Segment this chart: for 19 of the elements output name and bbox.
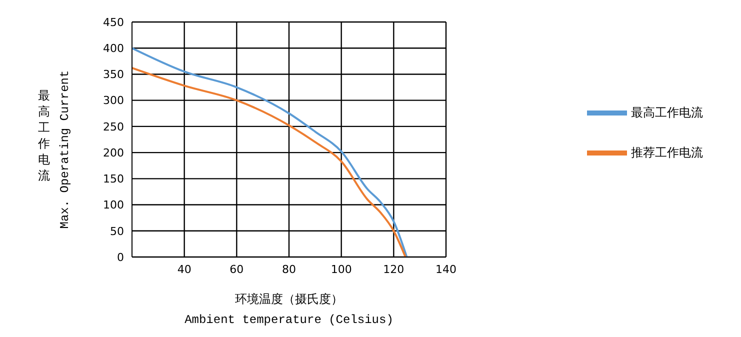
x-tick-label: 40 xyxy=(177,262,192,276)
legend-label: 最高工作电流 xyxy=(631,104,703,119)
y-tick-label: 150 xyxy=(103,172,124,186)
y-tick-label: 400 xyxy=(103,42,124,56)
y-tick-label: 100 xyxy=(103,198,124,212)
y-tick-label: 0 xyxy=(117,250,124,264)
y-tick-label: 350 xyxy=(103,68,124,82)
x-axis-title: 环境温度（摄氏度） Ambient temperature (Celsius) xyxy=(184,292,394,327)
y-tick-label: 200 xyxy=(103,146,124,160)
x-tick-label: 120 xyxy=(383,262,404,276)
x-tick-label: 80 xyxy=(282,262,296,276)
legend-label: 推荐工作电流 xyxy=(631,144,703,159)
x-tick-label: 100 xyxy=(330,262,352,276)
x-tick-label: 60 xyxy=(230,262,244,276)
y-tick-label: 300 xyxy=(103,94,124,108)
y-tick-label: 250 xyxy=(103,120,124,134)
x-tick-label: 140 xyxy=(436,262,456,276)
y-tick-label: 450 xyxy=(103,16,124,29)
y-tick-label: 50 xyxy=(110,224,124,238)
